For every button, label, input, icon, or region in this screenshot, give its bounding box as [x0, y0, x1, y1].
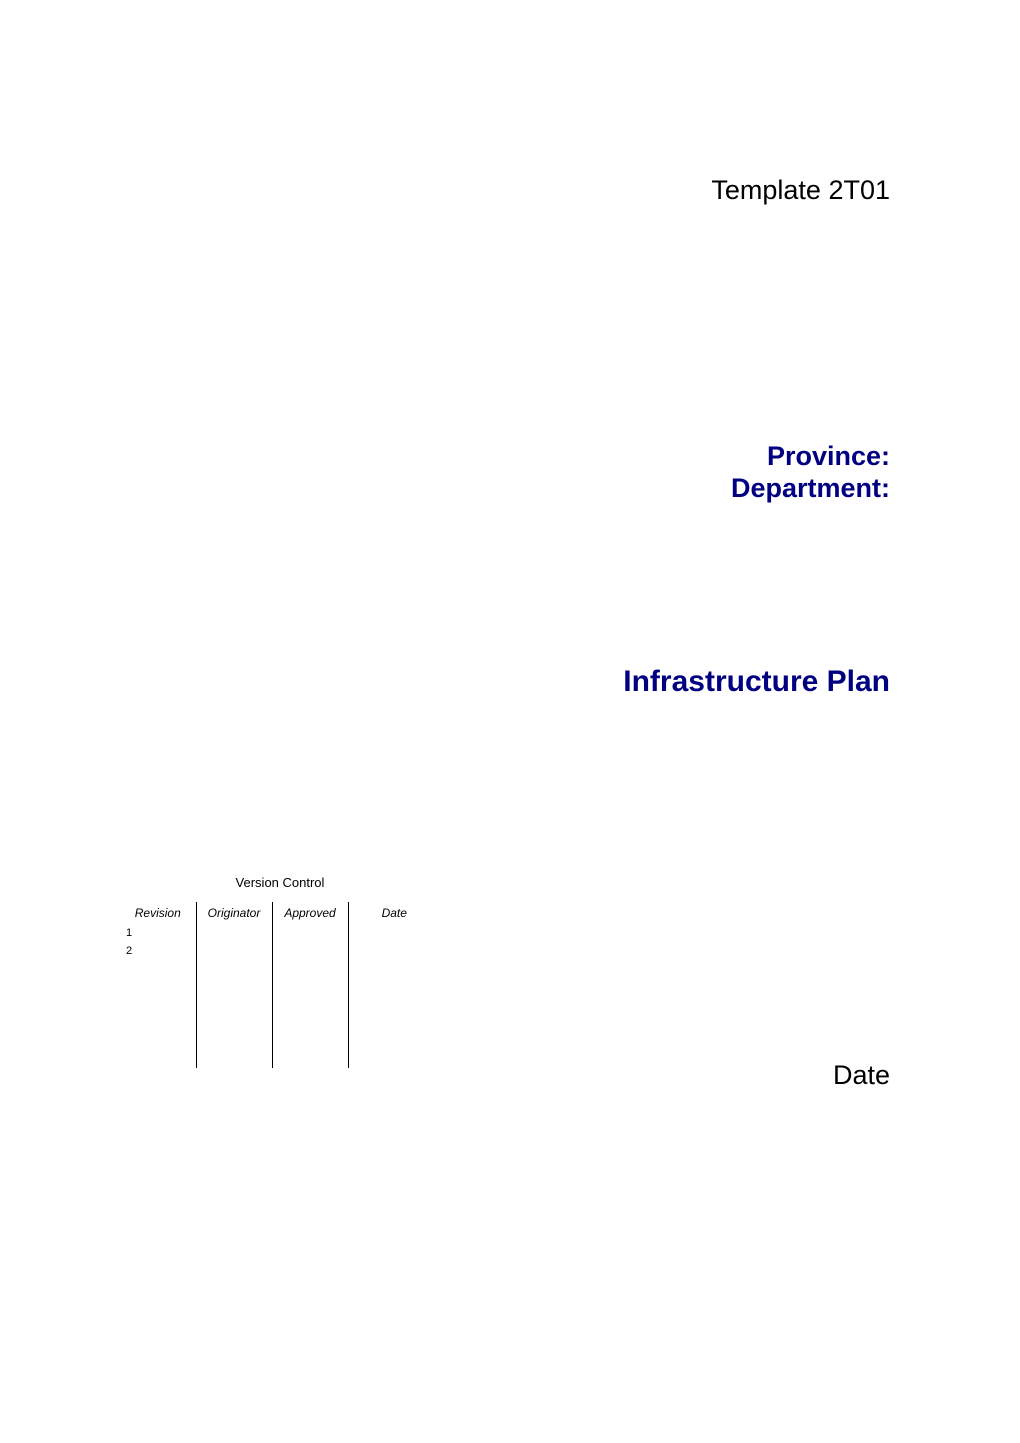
col-header-revision: Revision [120, 902, 196, 924]
version-control-block: Version Control Revision Originator Appr… [120, 875, 440, 1068]
version-control-caption: Version Control [120, 875, 440, 890]
cell-revision: 1 [120, 924, 196, 942]
cell-revision [120, 996, 196, 1014]
document-title: Infrastructure Plan [623, 665, 890, 699]
cell-date [348, 978, 440, 996]
cell-originator [196, 942, 272, 960]
col-header-date: Date [348, 902, 440, 924]
version-control-table: Revision Originator Approved Date 1 2 [120, 902, 440, 1068]
cell-date [348, 942, 440, 960]
title-block: Infrastructure Plan [623, 665, 890, 699]
cell-revision [120, 1050, 196, 1068]
table-row [120, 1032, 440, 1050]
cell-approved [272, 1032, 348, 1050]
cell-approved [272, 996, 348, 1014]
col-header-originator: Originator [196, 902, 272, 924]
table-row [120, 978, 440, 996]
cell-originator [196, 924, 272, 942]
cell-originator [196, 1032, 272, 1050]
template-id: Template 2T01 [711, 175, 890, 206]
cell-originator [196, 978, 272, 996]
cell-date [348, 960, 440, 978]
cell-date [348, 1014, 440, 1032]
table-header-row: Revision Originator Approved Date [120, 902, 440, 924]
cell-approved [272, 1014, 348, 1032]
cell-approved [272, 942, 348, 960]
cell-revision [120, 978, 196, 996]
cell-approved [272, 960, 348, 978]
cell-originator [196, 996, 272, 1014]
document-page: Template 2T01 Province: Department: Infr… [0, 0, 1020, 1443]
table-row [120, 1050, 440, 1068]
cell-revision [120, 960, 196, 978]
cell-date [348, 1032, 440, 1050]
col-header-approved: Approved [272, 902, 348, 924]
cell-date [348, 996, 440, 1014]
table-row [120, 960, 440, 978]
province-label: Province: [731, 440, 890, 472]
cell-revision: 2 [120, 942, 196, 960]
cell-originator [196, 1050, 272, 1068]
table-row [120, 996, 440, 1014]
cell-originator [196, 1014, 272, 1032]
cell-approved [272, 924, 348, 942]
cell-approved [272, 1050, 348, 1068]
header-block: Province: Department: [731, 440, 890, 505]
cell-date [348, 1050, 440, 1068]
table-row [120, 1014, 440, 1032]
cell-date [348, 924, 440, 942]
cell-approved [272, 978, 348, 996]
cell-originator [196, 960, 272, 978]
table-row: 1 [120, 924, 440, 942]
cell-revision [120, 1014, 196, 1032]
date-label: Date [833, 1060, 890, 1091]
department-label: Department: [731, 472, 890, 504]
cell-revision [120, 1032, 196, 1050]
table-row: 2 [120, 942, 440, 960]
